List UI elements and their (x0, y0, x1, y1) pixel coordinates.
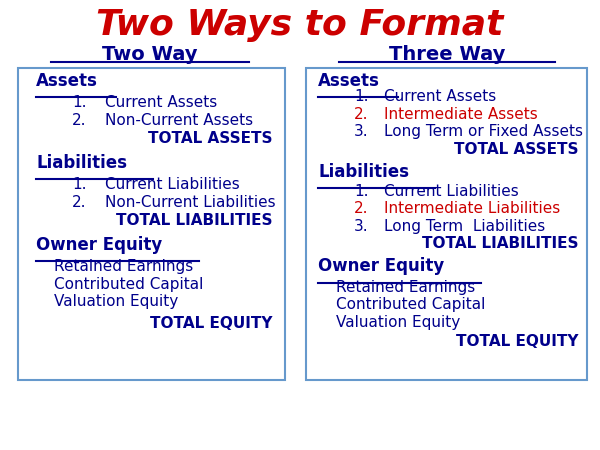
Text: TOTAL ASSETS: TOTAL ASSETS (149, 130, 273, 146)
Text: 1.: 1. (72, 95, 86, 110)
FancyBboxPatch shape (306, 68, 587, 380)
Text: Current Liabilities: Current Liabilities (384, 184, 519, 199)
Text: Valuation Equity: Valuation Equity (54, 294, 178, 310)
Text: Liabilities: Liabilities (36, 154, 127, 172)
Text: Intermediate Liabilities: Intermediate Liabilities (384, 201, 560, 216)
Text: Current Assets: Current Assets (384, 89, 496, 104)
Text: Non-Current Assets: Non-Current Assets (105, 112, 253, 128)
Text: TOTAL LIABILITIES: TOTAL LIABILITIES (422, 236, 579, 252)
Text: Owner Equity: Owner Equity (318, 257, 444, 275)
Text: 1.: 1. (72, 177, 86, 192)
Text: Intermediate Assets: Intermediate Assets (384, 107, 538, 122)
Text: Assets: Assets (318, 72, 380, 90)
Text: Contributed Capital: Contributed Capital (54, 277, 203, 292)
Text: Three Way: Three Way (389, 45, 505, 63)
Text: Owner Equity: Owner Equity (36, 236, 162, 254)
Text: Current Assets: Current Assets (105, 95, 217, 110)
Text: Contributed Capital: Contributed Capital (336, 297, 485, 312)
Text: 3.: 3. (354, 219, 368, 234)
Text: 1.: 1. (354, 89, 368, 104)
Text: Retained Earnings: Retained Earnings (336, 279, 475, 295)
Text: Retained Earnings: Retained Earnings (54, 259, 193, 274)
Text: TOTAL EQUITY: TOTAL EQUITY (457, 334, 579, 350)
Text: Current Liabilities: Current Liabilities (105, 177, 240, 192)
Text: Liabilities: Liabilities (318, 163, 409, 181)
Text: 2.: 2. (72, 112, 86, 128)
Text: Two Ways to Format: Two Ways to Format (97, 8, 503, 42)
FancyBboxPatch shape (18, 68, 285, 380)
Text: TOTAL EQUITY: TOTAL EQUITY (151, 316, 273, 332)
Text: Long Term  Liabilities: Long Term Liabilities (384, 219, 545, 234)
Text: TOTAL LIABILITIES: TOTAL LIABILITIES (116, 212, 273, 228)
Text: Valuation Equity: Valuation Equity (336, 315, 460, 330)
Text: Long Term or Fixed Assets: Long Term or Fixed Assets (384, 124, 583, 140)
Text: Two Way: Two Way (102, 45, 198, 63)
Text: 2.: 2. (354, 201, 368, 216)
Text: 1.: 1. (354, 184, 368, 199)
Text: Non-Current Liabilities: Non-Current Liabilities (105, 194, 275, 210)
Text: 2.: 2. (72, 194, 86, 210)
Text: 2.: 2. (354, 107, 368, 122)
Text: TOTAL ASSETS: TOTAL ASSETS (455, 142, 579, 157)
Text: Assets: Assets (36, 72, 98, 90)
Text: 3.: 3. (354, 124, 368, 140)
